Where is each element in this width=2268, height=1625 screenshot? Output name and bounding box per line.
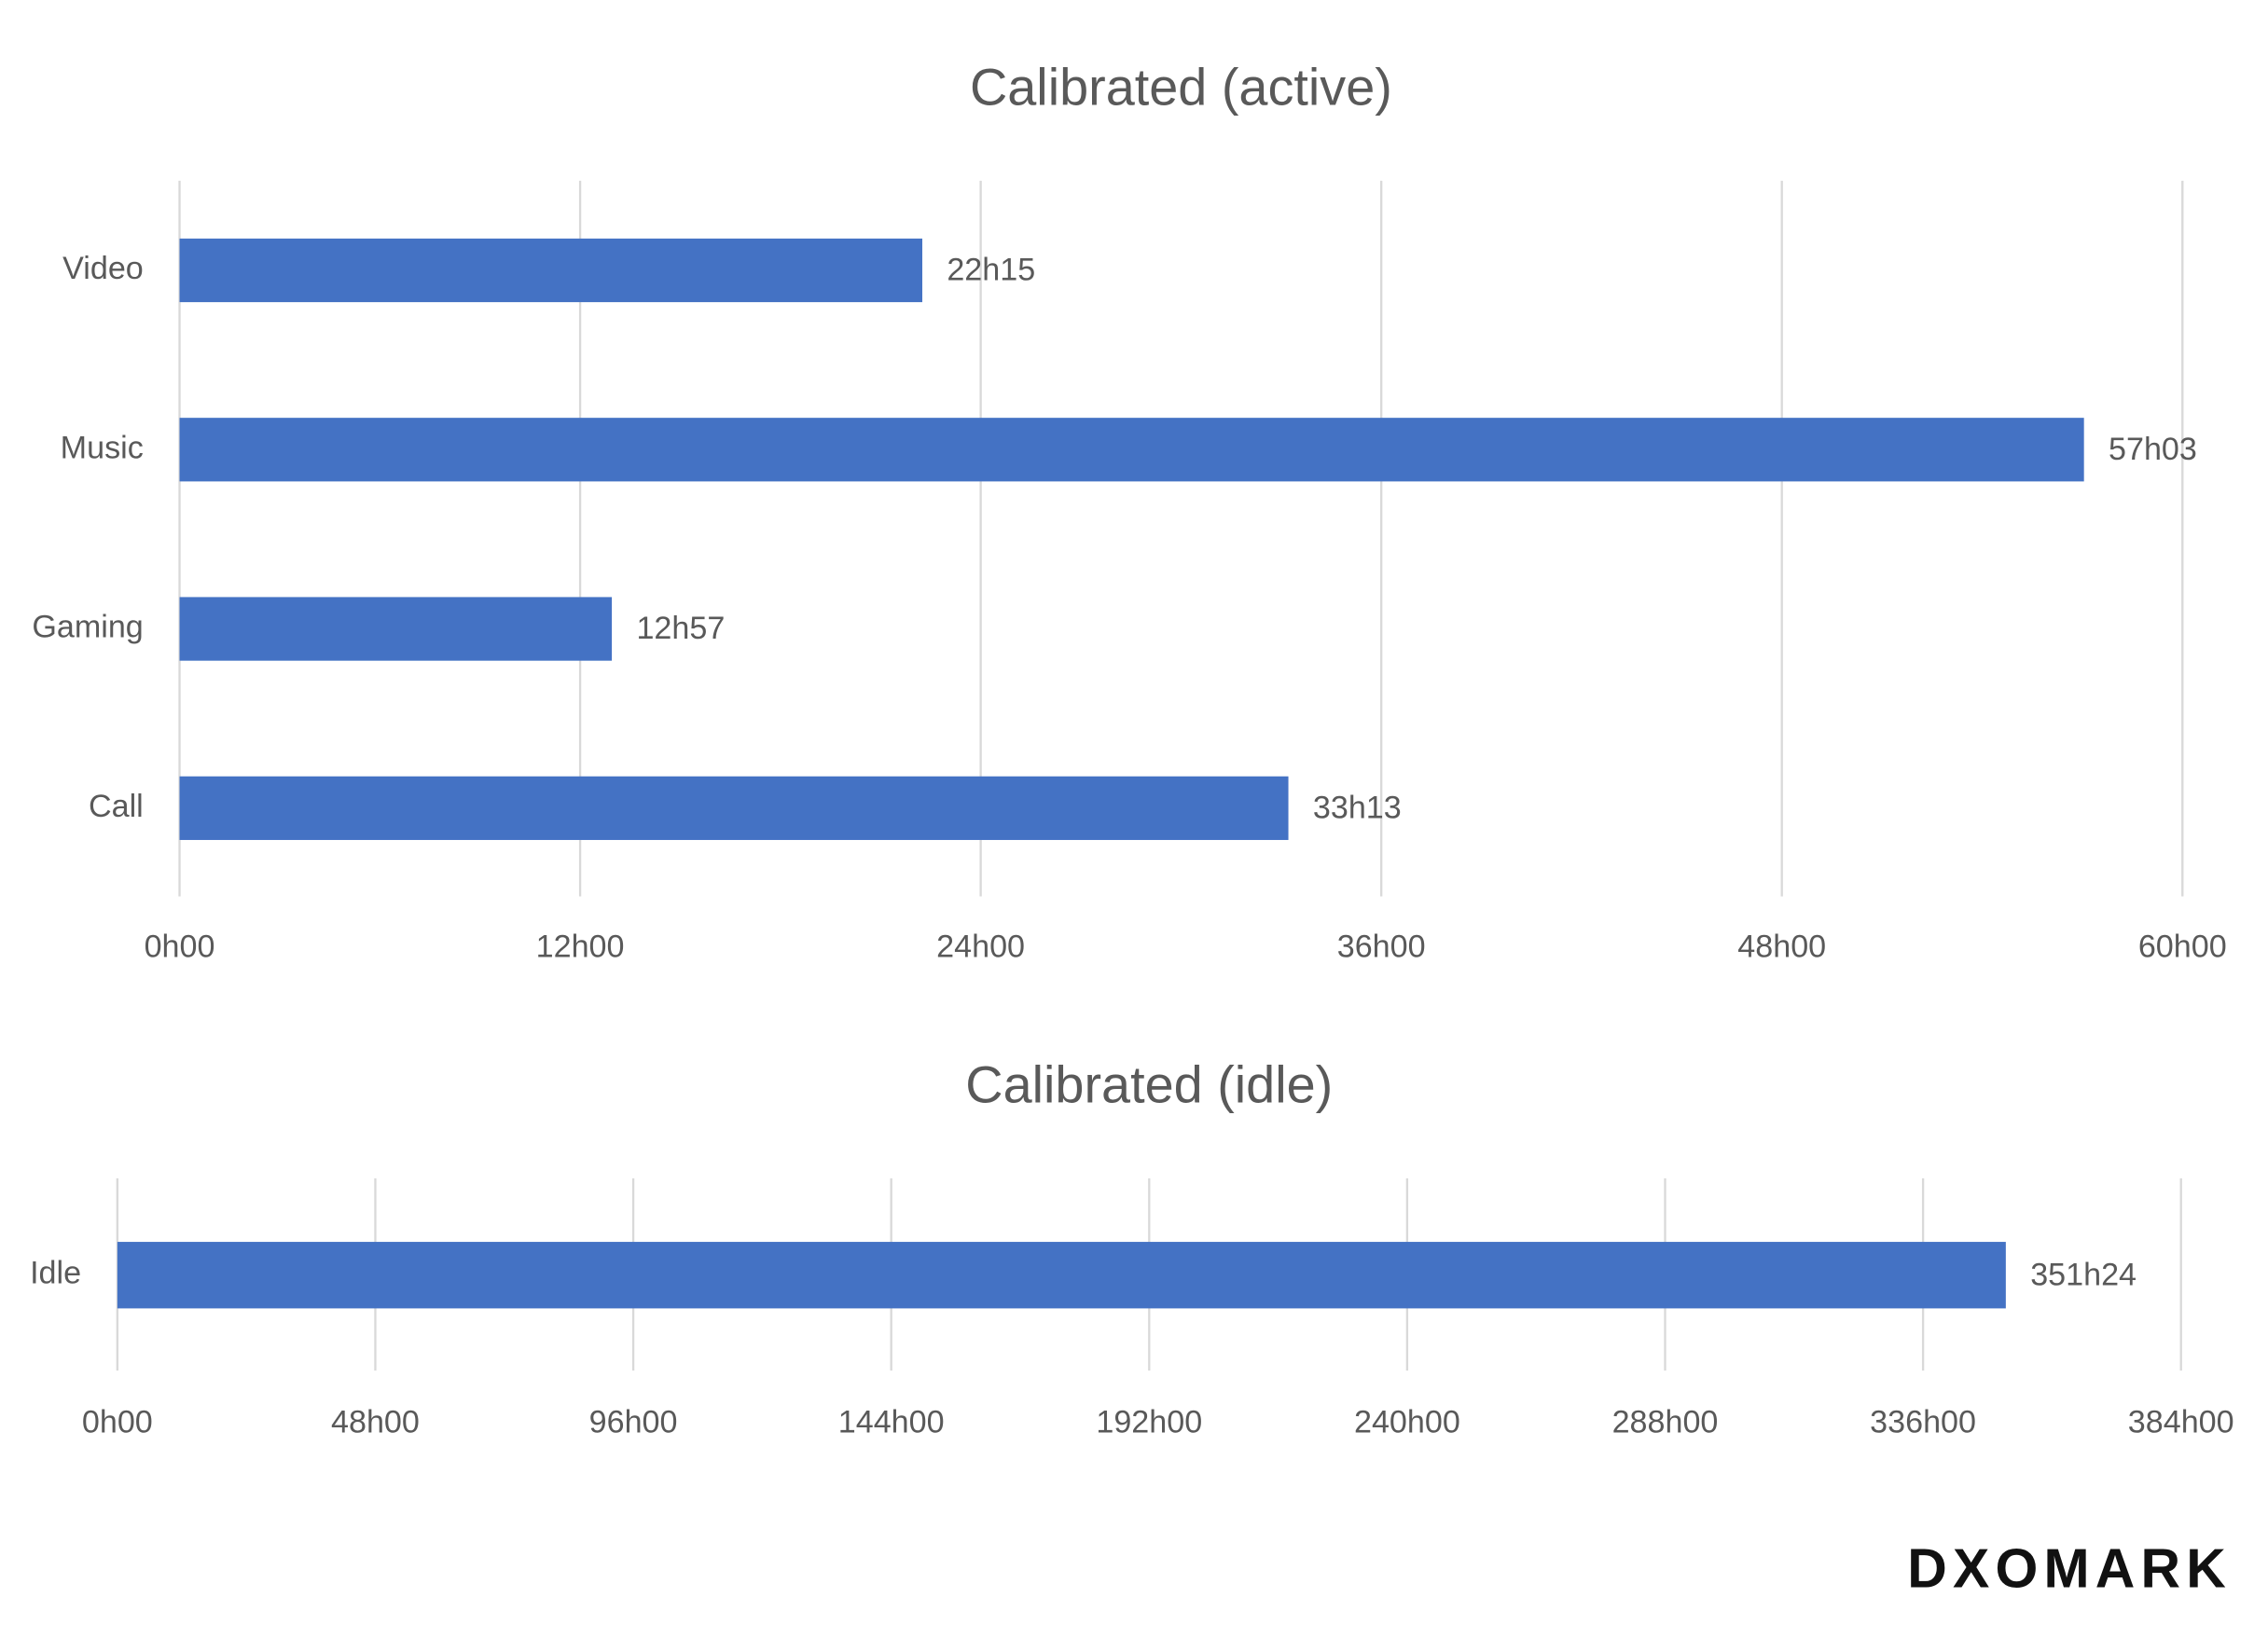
data-label: 22h15 xyxy=(947,253,1035,288)
bar xyxy=(179,238,922,303)
x-tick-label: 24h00 xyxy=(936,929,1025,964)
x-tick-label: 96h00 xyxy=(589,1404,678,1439)
x-tick-label: 0h00 xyxy=(145,929,215,964)
y-tick-label: Gaming xyxy=(32,610,143,645)
x-tick-label: 144h00 xyxy=(838,1404,945,1439)
y-tick-label: Idle xyxy=(30,1256,81,1291)
y-tick-label: Call xyxy=(89,789,144,824)
x-tick-label: 36h00 xyxy=(1337,929,1426,964)
x-tick-label: 192h00 xyxy=(1096,1404,1202,1439)
y-tick-label: Video xyxy=(62,251,144,286)
y-tick-label: Music xyxy=(61,430,144,465)
x-tick-label: 60h00 xyxy=(2138,929,2227,964)
x-tick-label: 288h00 xyxy=(1612,1404,1719,1439)
x-tick-label: 48h00 xyxy=(331,1404,420,1439)
x-tick-label: 0h00 xyxy=(82,1404,153,1439)
data-label: 351h24 xyxy=(2030,1257,2137,1292)
x-tick-label: 48h00 xyxy=(1737,929,1826,964)
bar xyxy=(117,1242,2006,1309)
data-label: 12h57 xyxy=(636,611,725,646)
data-label: 33h13 xyxy=(1313,790,1402,825)
bar xyxy=(179,597,613,661)
x-tick-label: 240h00 xyxy=(1354,1404,1460,1439)
chart-title: Calibrated (idle) xyxy=(965,1054,1333,1113)
logo: DXOMARK xyxy=(1907,1539,2232,1600)
x-tick-label: 384h00 xyxy=(2128,1404,2234,1439)
bar xyxy=(179,776,1289,840)
x-tick-label: 12h00 xyxy=(536,929,625,964)
x-tick-label: 336h00 xyxy=(1870,1404,1976,1439)
data-label: 57h03 xyxy=(2109,432,2197,467)
chart-title: Calibrated (active) xyxy=(970,57,1392,116)
bar xyxy=(179,418,2084,482)
